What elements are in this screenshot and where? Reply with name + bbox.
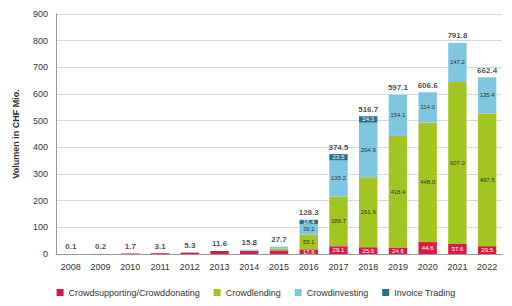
svg-text:800: 800 bbox=[33, 36, 48, 46]
svg-text:500: 500 bbox=[33, 116, 48, 126]
svg-text:418.4: 418.4 bbox=[390, 189, 406, 195]
svg-text:147.2: 147.2 bbox=[450, 59, 466, 65]
svg-text:2019: 2019 bbox=[388, 262, 408, 272]
svg-text:135.2: 135.2 bbox=[331, 175, 347, 181]
svg-text:3.1: 3.1 bbox=[155, 242, 167, 251]
svg-text:17.6: 17.6 bbox=[303, 249, 315, 255]
svg-text:100: 100 bbox=[33, 222, 48, 232]
svg-text:662.4: 662.4 bbox=[477, 66, 498, 75]
svg-text:2011: 2011 bbox=[150, 262, 169, 272]
svg-text:2017: 2017 bbox=[328, 262, 348, 272]
svg-text:2016: 2016 bbox=[299, 262, 319, 272]
svg-text:374.5: 374.5 bbox=[328, 143, 349, 152]
svg-text:700: 700 bbox=[33, 62, 48, 72]
svg-text:37.6: 37.6 bbox=[452, 246, 464, 252]
svg-text:2018: 2018 bbox=[358, 262, 378, 272]
svg-text:Crowdsupporting/Crowddonating: Crowdsupporting/Crowddonating bbox=[69, 288, 200, 298]
svg-text:261.9: 261.9 bbox=[361, 209, 377, 215]
svg-text:154.1: 154.1 bbox=[390, 112, 406, 118]
svg-text:27.7: 27.7 bbox=[271, 235, 287, 244]
svg-text:24.6: 24.6 bbox=[392, 248, 404, 254]
svg-text:39.2: 39.2 bbox=[303, 226, 315, 232]
svg-text:204.9: 204.9 bbox=[361, 147, 377, 153]
svg-text:2014: 2014 bbox=[239, 262, 259, 272]
svg-text:25.6: 25.6 bbox=[362, 248, 374, 254]
svg-text:900: 900 bbox=[33, 9, 48, 19]
svg-text:2010: 2010 bbox=[120, 262, 140, 272]
svg-text:791.8: 791.8 bbox=[447, 31, 468, 40]
svg-text:186.7: 186.7 bbox=[331, 218, 347, 224]
svg-text:24.3: 24.3 bbox=[362, 116, 374, 122]
svg-text:2008: 2008 bbox=[61, 262, 81, 272]
svg-text:607.0: 607.0 bbox=[450, 160, 466, 166]
svg-text:0.2: 0.2 bbox=[95, 242, 107, 251]
svg-text:55.1: 55.1 bbox=[303, 239, 315, 245]
svg-text:497.5: 497.5 bbox=[480, 177, 496, 183]
svg-text:448.0: 448.0 bbox=[420, 179, 436, 185]
svg-text:5.3: 5.3 bbox=[184, 241, 196, 250]
svg-text:Invoice Trading: Invoice Trading bbox=[394, 288, 455, 298]
svg-text:597.1: 597.1 bbox=[388, 83, 409, 92]
svg-text:600: 600 bbox=[33, 89, 48, 99]
svg-text:Crowdinvesting: Crowdinvesting bbox=[307, 288, 369, 298]
svg-text:300: 300 bbox=[33, 169, 48, 179]
svg-text:200: 200 bbox=[33, 196, 48, 206]
svg-text:400: 400 bbox=[33, 142, 48, 152]
svg-text:23.5: 23.5 bbox=[333, 154, 345, 160]
svg-text:0.1: 0.1 bbox=[65, 242, 77, 251]
svg-text:15.8: 15.8 bbox=[241, 238, 257, 247]
svg-text:2009: 2009 bbox=[91, 262, 111, 272]
svg-text:29.1: 29.1 bbox=[333, 247, 345, 253]
svg-text:16.4: 16.4 bbox=[303, 219, 315, 225]
svg-text:2015: 2015 bbox=[269, 262, 289, 272]
svg-text:2012: 2012 bbox=[180, 262, 200, 272]
svg-text:29.5: 29.5 bbox=[481, 247, 493, 253]
svg-text:135.4: 135.4 bbox=[480, 92, 496, 98]
svg-text:2020: 2020 bbox=[418, 262, 438, 272]
svg-text:11.6: 11.6 bbox=[212, 239, 228, 248]
svg-text:516.7: 516.7 bbox=[358, 105, 379, 114]
svg-text:2022: 2022 bbox=[477, 262, 497, 272]
svg-text:44.6: 44.6 bbox=[422, 245, 434, 251]
svg-text:2021: 2021 bbox=[447, 262, 467, 272]
svg-text:Crowdlending: Crowdlending bbox=[226, 288, 281, 298]
svg-text:114.0: 114.0 bbox=[420, 104, 435, 110]
svg-text:Volumen in CHF Mio.: Volumen in CHF Mio. bbox=[11, 89, 21, 178]
svg-text:2013: 2013 bbox=[210, 262, 230, 272]
svg-text:128.3: 128.3 bbox=[299, 208, 320, 217]
svg-text:0: 0 bbox=[43, 249, 48, 259]
svg-text:606.6: 606.6 bbox=[418, 81, 439, 90]
svg-text:1.7: 1.7 bbox=[125, 242, 137, 251]
